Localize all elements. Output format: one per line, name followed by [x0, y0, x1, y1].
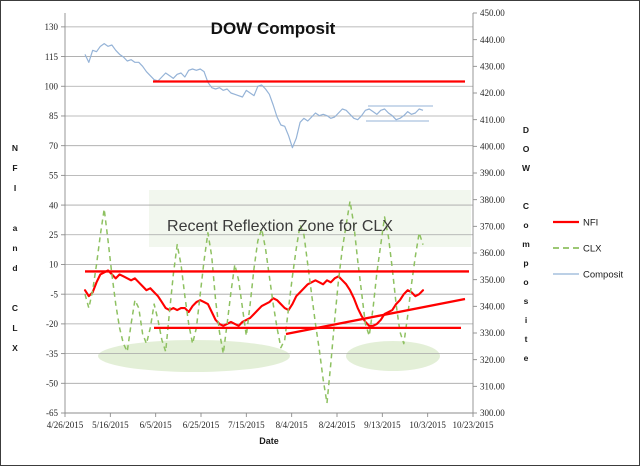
series-line-nfi: [83, 269, 425, 327]
y-tick-label-right: 410.00: [480, 115, 505, 125]
axis-title-char: m: [522, 239, 530, 249]
legend-label-nfi: NFI: [583, 218, 598, 229]
axis-title-char: C: [12, 303, 18, 313]
x-tick-label: 8/4/2015: [276, 420, 309, 430]
axis-labels: 130 115 100 85 70 55 40 25 10 -5 -20 -35 -50 -65 450.0…: [12, 8, 531, 446]
reflection-zone-label: Recent Reflextion Zone for CLX: [167, 218, 393, 235]
axis-title-char: I: [14, 183, 16, 193]
x-tick-label: 9/13/2015: [364, 420, 401, 430]
series-line-composit: [84, 43, 424, 149]
legend-item-composit: Composit: [553, 270, 623, 281]
axis-title-char: i: [525, 315, 527, 325]
axis-title-char: o: [523, 220, 528, 230]
y-tick-label-left: 25: [49, 230, 59, 240]
x-axis-title: Date: [259, 436, 279, 446]
y-tick-label-right: 440.00: [480, 35, 505, 45]
axis-title-char: e: [524, 353, 529, 363]
y-tick-label-right: 310.00: [480, 382, 505, 392]
axis-title-char: s: [524, 296, 529, 306]
y-tick-label-left: 130: [45, 22, 59, 32]
axis-title-char: F: [12, 163, 17, 173]
y-tick-label-left: 115: [45, 52, 59, 62]
x-tick-label: 4/26/2015: [47, 420, 84, 430]
y-tick-label-left: 70: [49, 141, 59, 151]
y-tick-label-left: -20: [46, 319, 58, 329]
axis-title-char: d: [12, 263, 17, 273]
x-tick-label: 8/24/2015: [319, 420, 356, 430]
axis-title-char: N: [12, 143, 18, 153]
series-line-clx: [84, 200, 424, 404]
x-tick-label: 10/23/2015: [452, 420, 494, 430]
y-tick-label-right: 370.00: [480, 222, 505, 232]
legend-label-composit: Composit: [583, 270, 623, 281]
chart-annotations: DOW Composit Recent Reflextion Zone for C…: [167, 19, 393, 235]
y-tick-label-right: 320.00: [480, 355, 505, 365]
axis-title-char: a: [13, 223, 18, 233]
axis-title-char: D: [523, 125, 529, 135]
gridlines: [65, 26, 473, 414]
y-tick-label-left: 85: [49, 111, 59, 121]
y-tick-label-right: 300.00: [480, 408, 505, 418]
y-tick-label-right: 360.00: [480, 248, 505, 258]
x-tick-label: 7/15/2015: [228, 420, 265, 430]
y-tick-label-left: -35: [46, 349, 58, 359]
y-tick-label-right: 350.00: [480, 275, 505, 285]
axis-title-char: t: [525, 334, 528, 344]
axis-title-char: p: [523, 258, 528, 268]
x-tick-label: 6/25/2015: [183, 420, 220, 430]
y-tick-label-right: 420.00: [480, 88, 505, 98]
legend-item-clx: CLX: [553, 244, 602, 255]
y-tick-label-right: 380.00: [480, 195, 505, 205]
y-tick-label-right: 450.00: [480, 8, 505, 18]
clx-lower-zone-left: [98, 340, 290, 372]
y-tick-label-left: -5: [51, 289, 59, 299]
axis-title-char: n: [12, 243, 17, 253]
overlay-lines: [85, 80, 469, 336]
legend-item-nfi: NFI: [553, 218, 598, 229]
y-tick-label-left: -65: [46, 408, 58, 418]
y-tick-label-right: 400.00: [480, 142, 505, 152]
axis-title-char: C: [523, 201, 529, 211]
dow-composit-title: DOW Composit: [211, 19, 336, 38]
x-tick-label: 5/16/2015: [92, 420, 129, 430]
axis-title-char: o: [523, 277, 528, 287]
y-tick-label-left: 100: [45, 81, 59, 91]
axis-title-char: O: [523, 144, 530, 154]
axis-title-char: X: [12, 343, 18, 353]
axes: [64, 13, 474, 414]
x-tick-label: 6/5/2015: [140, 420, 173, 430]
y-tick-label-left: 55: [49, 171, 59, 181]
data-series: [83, 43, 425, 404]
y-tick-label-right: 330.00: [480, 328, 505, 338]
y-tick-label-right: 390.00: [480, 168, 505, 178]
y-tick-label-left: -50: [46, 378, 58, 388]
axis-title-char: L: [12, 323, 17, 333]
highlight-zones: [98, 190, 471, 372]
y-tick-label-right: 340.00: [480, 302, 505, 312]
legend-label-clx: CLX: [583, 244, 602, 255]
clx-reflection-zone: [149, 190, 471, 247]
nfi-rising-trendline: [285, 297, 466, 336]
y-tick-label-right: 430.00: [480, 62, 505, 72]
clx-lower-zone-right: [346, 341, 440, 371]
y-tick-label-left: 40: [49, 200, 59, 210]
y-tick-label-left: 10: [49, 260, 59, 270]
chart-legend: NFI CLX Composit: [553, 218, 623, 281]
axis-title-char: W: [522, 163, 531, 173]
x-tick-label: 10/3/2015: [409, 420, 446, 430]
